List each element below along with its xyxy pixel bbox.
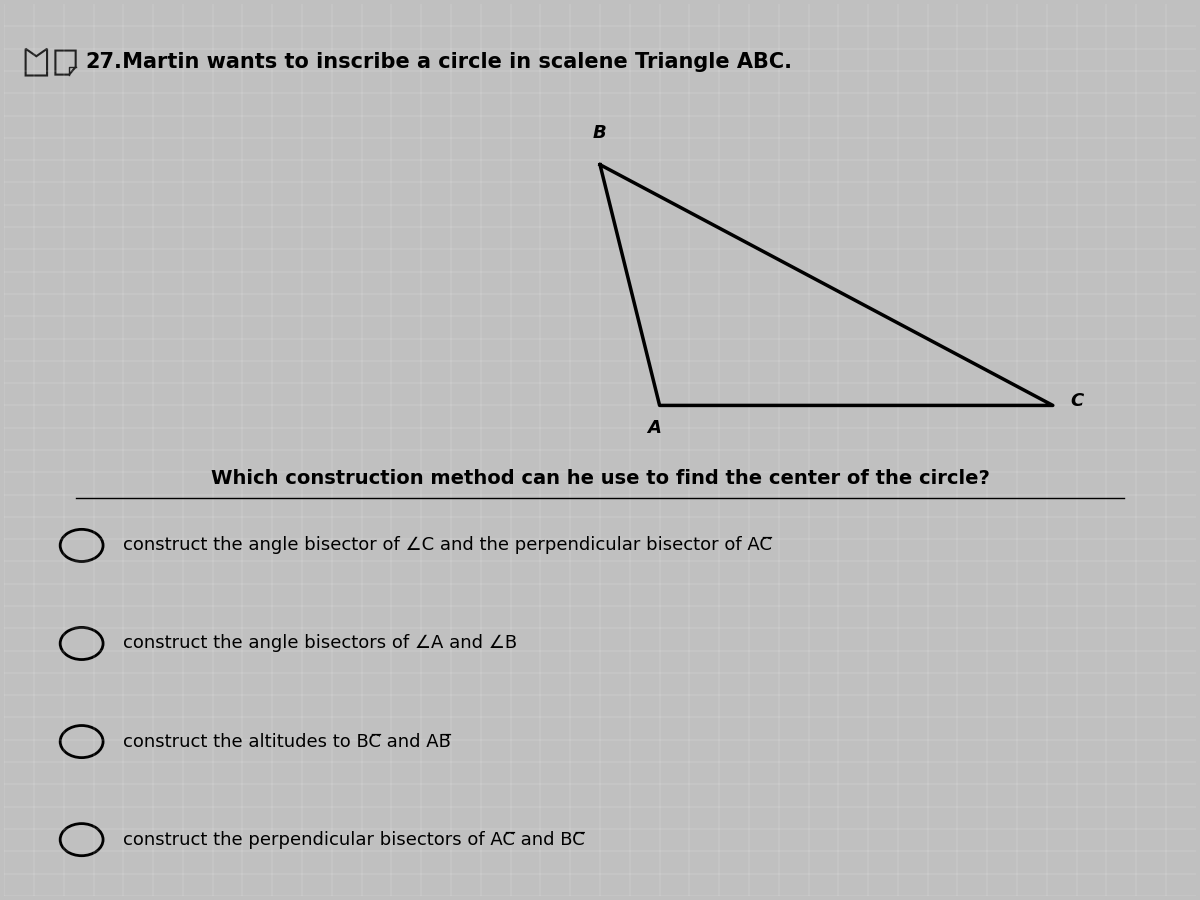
Text: 27.: 27.	[85, 52, 122, 72]
Text: construct the angle bisectors of ∠A and ∠B: construct the angle bisectors of ∠A and …	[124, 634, 517, 652]
Text: construct the angle bisector of ∠C and the perpendicular bisector of AC̅: construct the angle bisector of ∠C and t…	[124, 536, 773, 554]
Text: construct the perpendicular bisectors of AC̅ and BC̅: construct the perpendicular bisectors of…	[124, 831, 584, 849]
Text: C: C	[1070, 392, 1084, 410]
Text: A: A	[647, 418, 660, 436]
Text: Which construction method can he use to find the center of the circle?: Which construction method can he use to …	[210, 469, 990, 488]
Text: B: B	[593, 124, 607, 142]
Text: Martin wants to inscribe a circle in scalene Triangle ABC.: Martin wants to inscribe a circle in sca…	[115, 52, 792, 72]
Text: construct the altitudes to BC̅ and AB̅: construct the altitudes to BC̅ and AB̅	[124, 733, 451, 751]
